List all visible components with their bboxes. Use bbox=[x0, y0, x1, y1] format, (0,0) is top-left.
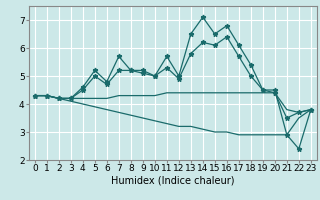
X-axis label: Humidex (Indice chaleur): Humidex (Indice chaleur) bbox=[111, 176, 235, 186]
